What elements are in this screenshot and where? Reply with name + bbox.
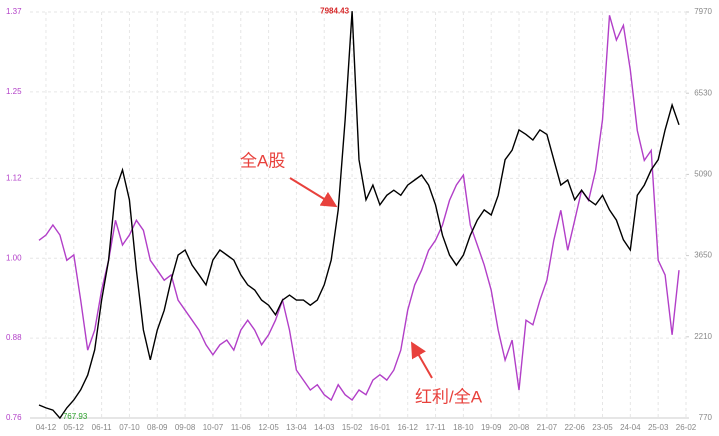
x-tick-label: 19-09: [481, 423, 502, 432]
x-tick-label: 07-10: [119, 423, 140, 432]
lines: [38, 11, 680, 420]
x-tick-label: 21-07: [537, 423, 558, 432]
y2-tick-label: 2210: [694, 332, 712, 341]
x-tick-label: 12-05: [258, 423, 279, 432]
y-tick-label: 1.12: [6, 174, 22, 183]
x-tick-label: 10-07: [203, 423, 224, 432]
x-tick-label: 09-08: [175, 423, 196, 432]
x-tick-label: 15-02: [342, 423, 363, 432]
x-tick-label: 24-04: [620, 423, 641, 432]
x-tick-label: 17-11: [426, 423, 446, 432]
y2-tick-label: 3650: [694, 251, 712, 260]
x-tick-label: 11-06: [231, 423, 251, 432]
x-tick-label: 23-05: [592, 423, 613, 432]
max-label: 7984.43: [320, 6, 349, 15]
x-tick-label: 18-10: [453, 423, 474, 432]
y2-tick-label: 770: [699, 413, 713, 422]
arrow: [289, 177, 338, 208]
x-tick-label: 25-03: [648, 423, 669, 432]
annotation: 全A股: [240, 151, 285, 170]
annotation: 红利/全A: [415, 387, 483, 406]
x-tick-label: 16-01: [370, 423, 391, 432]
x-tick-label: 22-06: [564, 423, 585, 432]
y2-tick-label: 6530: [694, 88, 712, 97]
x-tick-label: 08-09: [147, 423, 168, 432]
y-tick-label: 1.37: [6, 7, 22, 16]
y-tick-label: 1.25: [6, 87, 22, 96]
x-tick-label: 06-11: [92, 423, 112, 432]
x-tick-label: 05-12: [64, 423, 85, 432]
x-tick-label: 04-12: [36, 423, 57, 432]
x-tick-label: 14-03: [314, 423, 335, 432]
y-tick-label: 0.88: [6, 333, 22, 342]
y-tick-label: 0.76: [6, 413, 22, 422]
y-tick-label: 1.00: [6, 253, 22, 262]
min-label: 767.93: [63, 412, 88, 421]
series-line: [38, 11, 680, 420]
x-tick-label: 13-04: [286, 423, 307, 432]
series-line: [38, 15, 680, 402]
grid: [30, 11, 689, 419]
arrow: [411, 341, 433, 379]
x-tick-label: 26-02: [676, 423, 697, 432]
x-tick-label: 20-08: [509, 423, 530, 432]
y2-tick-label: 7970: [694, 7, 712, 16]
x-tick-label: 16-12: [397, 423, 418, 432]
y2-tick-label: 5090: [694, 170, 712, 179]
